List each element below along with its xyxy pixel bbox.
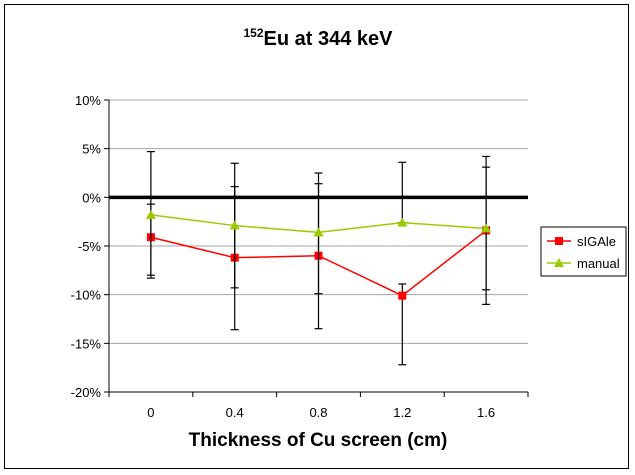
data-point — [397, 217, 408, 227]
series-manual — [145, 150, 492, 295]
y-axis-ticks: 10% 5% 0% -5% -10% -15% -20% — [71, 93, 109, 400]
y-tick-label: 10% — [75, 93, 101, 108]
title-main: Eu at 344 keV — [264, 28, 394, 50]
chart-title: 152Eu at 344 keV — [244, 26, 394, 50]
data-point — [313, 227, 324, 237]
x-tick-label: 0.4 — [226, 405, 244, 420]
y-tick-label: -20% — [71, 385, 102, 400]
series-layer — [145, 150, 492, 366]
data-point — [398, 291, 407, 300]
legend-label: sIGAle — [577, 234, 616, 249]
legend-label: manual — [577, 256, 620, 271]
legend-item-manual: manual — [547, 256, 620, 271]
y-tick-label: -10% — [71, 288, 102, 303]
data-point — [145, 209, 156, 219]
y-tick-label: -15% — [71, 336, 102, 351]
data-point — [481, 223, 492, 233]
legend-box — [540, 226, 627, 277]
legend-item-sigale: sIGAle — [547, 234, 616, 249]
chart-frame: 152Eu at 344 keV 10% 5% 0% -5% -10% -15% -20% … — [4, 4, 629, 469]
x-tick-label: 1.6 — [477, 405, 495, 420]
x-tick-label: 0.8 — [309, 405, 327, 420]
x-axis-label: Thickness of Cu screen (cm) — [189, 430, 448, 451]
x-axis-ticks: 0 0.4 0.8 1.2 1.6 — [108, 392, 529, 420]
title-superscript: 152 — [244, 26, 264, 40]
y-tick-label: -5% — [78, 239, 102, 254]
y-tick-label: 0% — [82, 190, 101, 205]
legend-marker — [554, 258, 564, 267]
x-tick-label: 0 — [147, 405, 154, 420]
x-tick-label: 1.2 — [393, 405, 411, 420]
chart-canvas: 152Eu at 344 keV 10%5%0%-5%-10%-15%-20% … — [71, 26, 627, 451]
legend: sIGAle manual — [540, 226, 627, 277]
data-point — [229, 220, 240, 230]
y-tick-label: 5% — [82, 142, 101, 157]
legend-marker — [555, 237, 563, 245]
